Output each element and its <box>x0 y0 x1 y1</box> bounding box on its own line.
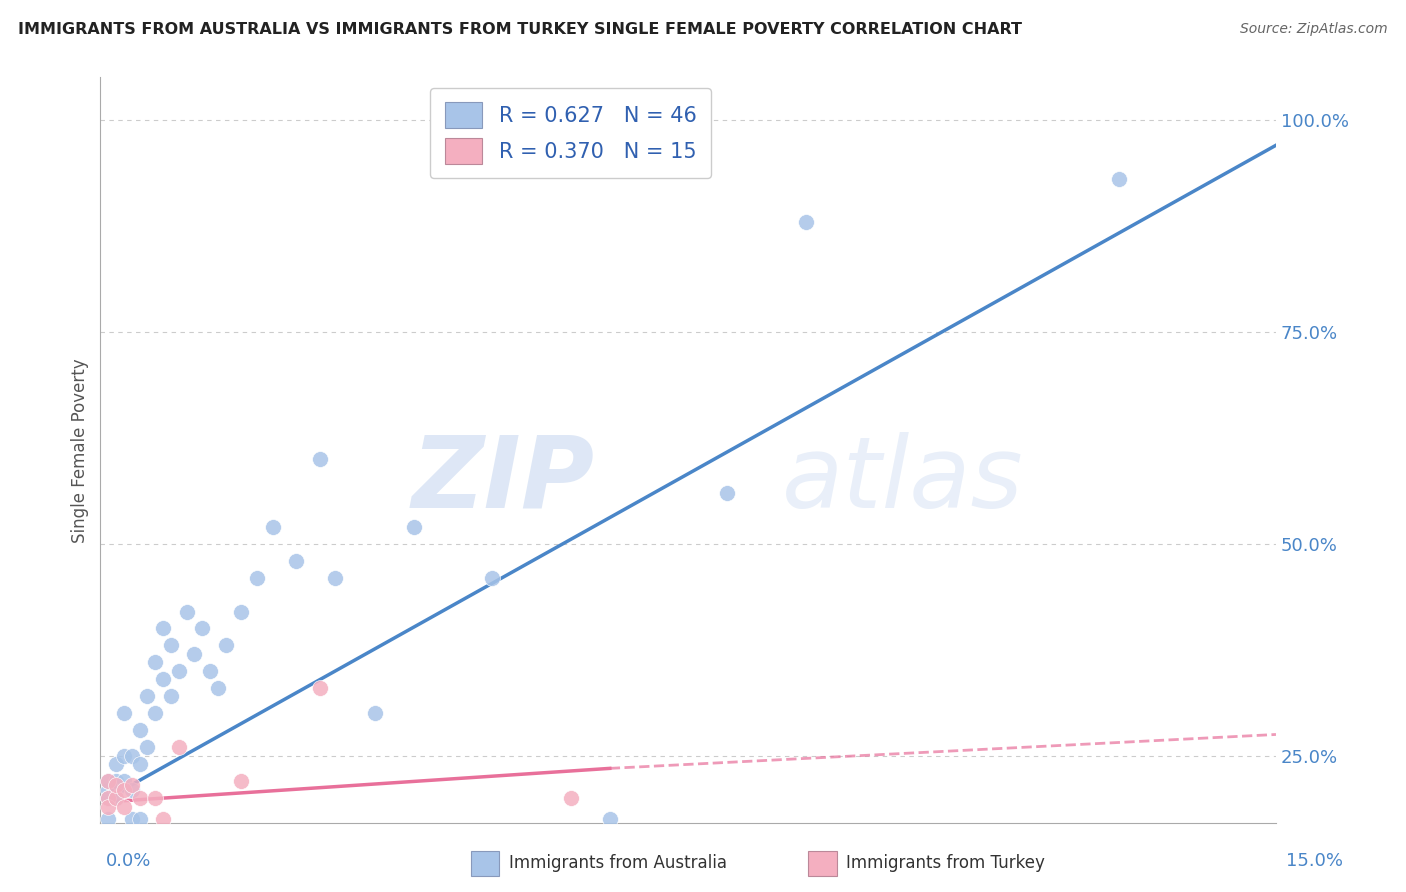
Point <box>128 757 150 772</box>
Point <box>285 554 308 568</box>
Point <box>136 740 159 755</box>
Point <box>308 452 330 467</box>
Point <box>97 799 120 814</box>
Point <box>121 812 143 826</box>
Point <box>231 605 253 619</box>
Y-axis label: Single Female Poverty: Single Female Poverty <box>72 359 89 542</box>
Point <box>402 520 425 534</box>
Text: 0.0%: 0.0% <box>105 852 150 870</box>
Point <box>167 664 190 678</box>
Point <box>231 774 253 789</box>
Legend: R = 0.627   N = 46, R = 0.370   N = 15: R = 0.627 N = 46, R = 0.370 N = 15 <box>430 87 711 178</box>
Point <box>97 782 120 797</box>
Point <box>97 791 120 805</box>
Point <box>143 791 166 805</box>
Point <box>97 791 120 805</box>
Point <box>121 748 143 763</box>
Point <box>183 647 205 661</box>
Point <box>152 673 174 687</box>
Point <box>599 812 621 826</box>
Point <box>207 681 229 695</box>
Point <box>308 681 330 695</box>
Text: Immigrants from Turkey: Immigrants from Turkey <box>846 855 1045 872</box>
Point <box>112 748 135 763</box>
Point <box>105 778 128 792</box>
Point <box>97 812 120 826</box>
Point <box>198 664 221 678</box>
Point <box>105 791 128 805</box>
Point <box>105 791 128 805</box>
Point <box>112 774 135 789</box>
Point <box>128 791 150 805</box>
Text: 15.0%: 15.0% <box>1285 852 1343 870</box>
Point <box>167 740 190 755</box>
Point <box>112 782 135 797</box>
Point <box>215 639 238 653</box>
Point <box>363 706 385 721</box>
Point <box>128 723 150 738</box>
Point <box>105 774 128 789</box>
Text: Source: ZipAtlas.com: Source: ZipAtlas.com <box>1240 22 1388 37</box>
Point <box>481 571 503 585</box>
Point <box>143 706 166 721</box>
Point <box>105 757 128 772</box>
Point <box>136 690 159 704</box>
Point <box>560 791 582 805</box>
Point <box>716 486 738 500</box>
Point <box>191 622 214 636</box>
Text: atlas: atlas <box>782 432 1024 529</box>
Point <box>160 639 183 653</box>
Point <box>97 774 120 789</box>
Point <box>112 799 135 814</box>
Point <box>246 571 269 585</box>
Point <box>97 774 120 789</box>
Point <box>128 812 150 826</box>
Point <box>97 791 120 805</box>
Point <box>121 778 143 792</box>
Text: ZIP: ZIP <box>411 432 595 529</box>
Text: Immigrants from Australia: Immigrants from Australia <box>509 855 727 872</box>
Point <box>1108 172 1130 186</box>
Point <box>176 605 198 619</box>
Point <box>112 706 135 721</box>
Text: IMMIGRANTS FROM AUSTRALIA VS IMMIGRANTS FROM TURKEY SINGLE FEMALE POVERTY CORREL: IMMIGRANTS FROM AUSTRALIA VS IMMIGRANTS … <box>18 22 1022 37</box>
Point <box>121 782 143 797</box>
Point <box>152 812 174 826</box>
Point <box>152 622 174 636</box>
Point <box>262 520 284 534</box>
Point <box>105 782 128 797</box>
Point <box>143 656 166 670</box>
Point <box>325 571 347 585</box>
Point <box>794 214 817 228</box>
Point <box>160 690 183 704</box>
